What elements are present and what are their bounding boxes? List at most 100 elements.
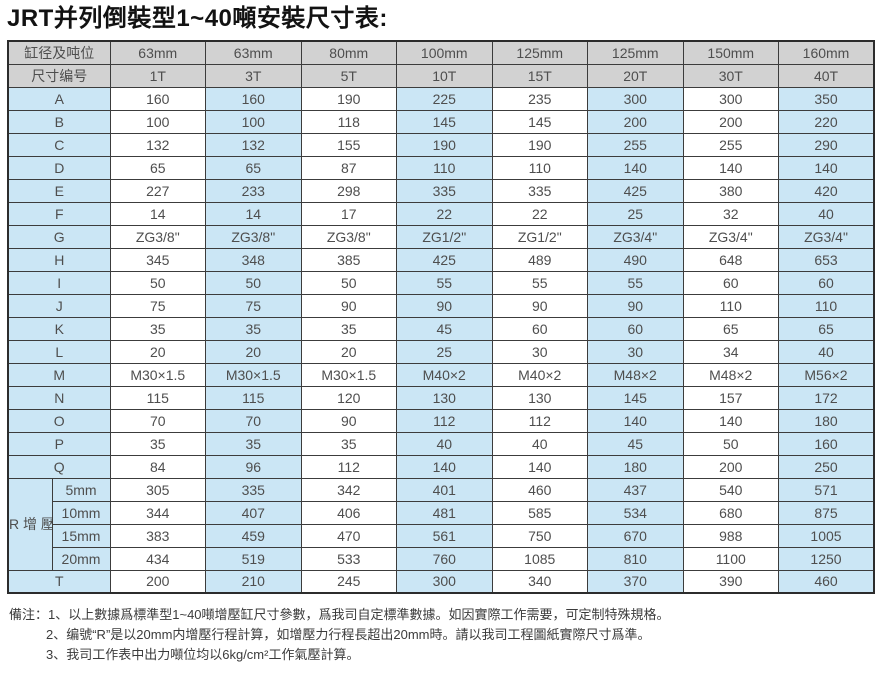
cell-O-40T: 180 (778, 408, 875, 433)
cell-P-3T: 35 (205, 431, 302, 456)
cell-O-20T: 140 (587, 408, 684, 433)
cell-G-10T: ZG1/2" (396, 224, 493, 249)
cell-I-10T: 55 (396, 270, 493, 295)
cell-T-40T: 460 (778, 569, 875, 594)
cell-K-10T: 45 (396, 316, 493, 341)
row-label-F: F (7, 201, 111, 226)
row-label-A: A (7, 86, 111, 111)
row-sublabel-R-10mm: 10mm (51, 500, 111, 525)
cell-E-20T: 425 (587, 178, 684, 203)
header-tonnage-30T: 30T (682, 63, 779, 88)
cell-R20mm-20T: 810 (587, 546, 684, 571)
cell-A-20T: 300 (587, 86, 684, 111)
row-label-C: C (7, 132, 111, 157)
cell-L-30T: 34 (682, 339, 779, 364)
cell-B-5T: 118 (300, 109, 397, 134)
cell-J-20T: 90 (587, 293, 684, 318)
header-bore-0: 63mm (109, 40, 206, 65)
cell-D-5T: 87 (300, 155, 397, 180)
cell-B-1T: 100 (109, 109, 206, 134)
cell-J-10T: 90 (396, 293, 493, 318)
row-label-P: P (7, 431, 111, 456)
cell-G-20T: ZG3/4" (587, 224, 684, 249)
cell-T-20T: 370 (587, 569, 684, 594)
page-title: JRT并列倒裝型1~40噸安裝尺寸表: (7, 5, 388, 32)
cell-N-5T: 120 (300, 385, 397, 410)
cell-H-20T: 490 (587, 247, 684, 272)
row-sublabel-R-15mm: 15mm (51, 523, 111, 548)
cell-Q-10T: 140 (396, 454, 493, 479)
dimension-table-body: 缸径及吨位 63mm 63mm 80mm 100mm 125mm 125mm 150mm 160… (7, 40, 875, 594)
cell-H-5T: 385 (300, 247, 397, 272)
cell-O-15T: 112 (491, 408, 588, 433)
cell-R15mm-30T: 988 (682, 523, 779, 548)
footnote-line-2: 2、编號“R”是以20mm内增壓行程計算，如增壓力行程長超出20mm時。請以我司… (46, 627, 651, 642)
header-tonnage-3T: 3T (205, 63, 302, 88)
cell-C-20T: 255 (587, 132, 684, 157)
cell-R15mm-20T: 670 (587, 523, 684, 548)
cell-G-3T: ZG3/8" (205, 224, 302, 249)
cell-D-10T: 110 (396, 155, 493, 180)
footnote-1-text: 1、以上數據爲標準型1~40噸增壓缸尺寸參數，爲我司自定標準數據。如因實際工作需… (48, 607, 670, 622)
cell-A-10T: 225 (396, 86, 493, 111)
header-bore-3: 100mm (396, 40, 493, 65)
cell-A-30T: 300 (682, 86, 779, 111)
cell-E-5T: 298 (300, 178, 397, 203)
cell-C-30T: 255 (682, 132, 779, 157)
row-label-B: B (7, 109, 111, 134)
cell-R20mm-15T: 1085 (491, 546, 588, 571)
cell-R15mm-10T: 561 (396, 523, 493, 548)
cell-R10mm-10T: 481 (396, 500, 493, 525)
footnote-line-3: 3、我司工作表中出力噸位均以6kg/cm²工作氣壓計算。 (46, 647, 360, 662)
cell-B-15T: 145 (491, 109, 588, 134)
cell-H-30T: 648 (682, 247, 779, 272)
cell-K-30T: 65 (682, 316, 779, 341)
cell-R10mm-5T: 406 (300, 500, 397, 525)
cell-E-40T: 420 (778, 178, 875, 203)
cell-J-40T: 110 (778, 293, 875, 318)
cell-D-20T: 140 (587, 155, 684, 180)
header-bore-4: 125mm (491, 40, 588, 65)
cell-O-10T: 112 (396, 408, 493, 433)
cell-F-1T: 14 (109, 201, 206, 226)
cell-R5mm-10T: 401 (396, 477, 493, 502)
cell-G-5T: ZG3/8" (300, 224, 397, 249)
cell-R10mm-30T: 680 (682, 500, 779, 525)
cell-F-5T: 17 (300, 201, 397, 226)
cell-E-3T: 233 (205, 178, 302, 203)
cell-Q-1T: 84 (109, 454, 206, 479)
cell-I-5T: 50 (300, 270, 397, 295)
cell-A-3T: 160 (205, 86, 302, 111)
cell-O-3T: 70 (205, 408, 302, 433)
cell-M-15T: M40×2 (491, 362, 588, 387)
cell-M-30T: M48×2 (682, 362, 779, 387)
cell-P-30T: 50 (682, 431, 779, 456)
cell-L-5T: 20 (300, 339, 397, 364)
cell-F-10T: 22 (396, 201, 493, 226)
cell-L-15T: 30 (491, 339, 588, 364)
cell-K-3T: 35 (205, 316, 302, 341)
cell-L-40T: 40 (778, 339, 875, 364)
cell-O-30T: 140 (682, 408, 779, 433)
cell-C-1T: 132 (109, 132, 206, 157)
cell-P-5T: 35 (300, 431, 397, 456)
cell-C-3T: 132 (205, 132, 302, 157)
cell-N-40T: 172 (778, 385, 875, 410)
cell-J-3T: 75 (205, 293, 302, 318)
header-tonnage-20T: 20T (587, 63, 684, 88)
cell-B-10T: 145 (396, 109, 493, 134)
cell-B-20T: 200 (587, 109, 684, 134)
cell-R15mm-5T: 470 (300, 523, 397, 548)
cell-K-15T: 60 (491, 316, 588, 341)
cell-N-15T: 130 (491, 385, 588, 410)
cell-N-20T: 145 (587, 385, 684, 410)
cell-G-40T: ZG3/4" (778, 224, 875, 249)
cell-B-30T: 200 (682, 109, 779, 134)
row-label-H: H (7, 247, 111, 272)
cell-Q-3T: 96 (205, 454, 302, 479)
row-label-L: L (7, 339, 111, 364)
cell-K-20T: 60 (587, 316, 684, 341)
footnote-prefix: 備注： (9, 607, 49, 622)
row-label-D: D (7, 155, 111, 180)
